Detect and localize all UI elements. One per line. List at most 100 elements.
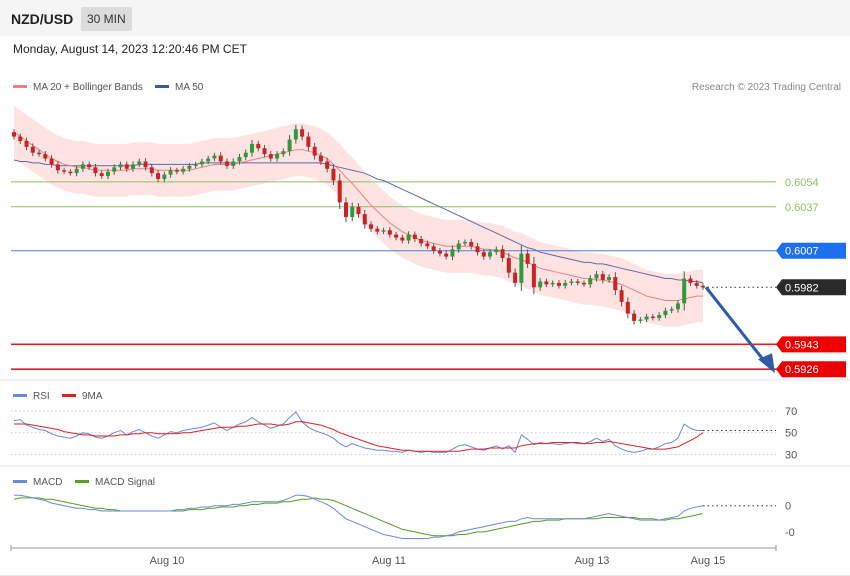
price-tag-label: 0.5926 <box>785 364 819 376</box>
candle-body <box>475 246 480 253</box>
candle-body <box>30 146 35 153</box>
rsi-panel: 70 50 30 <box>11 406 797 462</box>
candle-body <box>218 155 223 162</box>
candle-body <box>394 234 399 238</box>
candle-body <box>243 152 248 158</box>
candle-body <box>199 161 204 165</box>
x-tick-label: Aug 11 <box>372 555 406 567</box>
candle-body <box>49 158 54 165</box>
candle-body <box>675 303 680 310</box>
candle-body <box>356 206 361 215</box>
candle-body <box>237 157 242 162</box>
candle-body <box>343 202 348 218</box>
candle-body <box>638 319 643 321</box>
candle-body <box>325 161 330 169</box>
forecast-arrow-shaft <box>704 286 768 365</box>
chart-header: NZD/USD 30 MIN <box>0 0 850 36</box>
candle-body <box>369 224 374 229</box>
candle-body <box>362 214 367 225</box>
legend-label-rsi-ma: 9MA <box>82 391 103 402</box>
candle-body <box>137 161 142 165</box>
candle-body <box>513 272 518 283</box>
legend-swatch-rsi <box>13 394 27 397</box>
candle-body <box>306 136 311 147</box>
candle-body <box>657 315 662 319</box>
price-panel: 0.6054 0.6037 0.6007 0.5982 0.5943 0.5926 <box>11 105 846 378</box>
candle-body <box>187 165 192 169</box>
macd-legend: MACD MACD Signal <box>13 477 155 488</box>
forecast-arrow-head <box>758 353 775 374</box>
candle-body <box>488 252 493 257</box>
candle-body <box>701 285 705 288</box>
price-tag-pivot <box>776 242 846 259</box>
candle-body <box>256 143 261 149</box>
legend-swatch-ma20 <box>13 85 27 88</box>
candle-body <box>149 167 154 174</box>
rsi-ma-line <box>14 421 704 452</box>
candle-body <box>24 140 29 147</box>
legend-swatch-macd-signal <box>75 480 89 483</box>
candle-body <box>80 164 85 169</box>
candle-body <box>569 281 574 283</box>
candle-body <box>231 161 236 166</box>
candle-body <box>575 281 580 283</box>
legend-label-rsi: RSI <box>33 391 50 402</box>
chart-datetime: Monday, August 14, 2023 12:20:46 PM CET <box>13 42 247 56</box>
legend-label-macd-signal: MACD Signal <box>95 477 155 488</box>
candle-body <box>206 158 211 162</box>
price-tag-label: 0.6007 <box>785 246 819 258</box>
macd-tick-label: -0 <box>785 527 795 539</box>
candle-body <box>437 250 442 254</box>
legend-swatch-rsi-ma <box>62 394 76 397</box>
candle-body <box>412 234 417 239</box>
candle-body <box>588 278 593 285</box>
candle-body <box>663 310 668 316</box>
x-axis: Aug 10 Aug 11 Aug 13 Aug 15 <box>10 545 777 567</box>
candle-body <box>594 274 599 279</box>
symbol-label: NZD/USD <box>11 11 74 27</box>
candle-body <box>312 146 317 156</box>
candle-body <box>162 174 167 180</box>
candle-body <box>506 258 511 273</box>
candle-body <box>105 171 110 177</box>
candle-body <box>619 290 624 302</box>
macd-signal-line <box>13 497 704 537</box>
legend-swatch-ma50 <box>155 85 169 88</box>
candle-body <box>68 171 73 174</box>
candle-body <box>337 180 342 203</box>
candle-body <box>525 253 530 264</box>
candle-body <box>18 136 23 141</box>
candle-body <box>431 246 436 251</box>
candle-body <box>87 164 92 168</box>
macd-tick-label: 0 <box>785 501 791 513</box>
candle-body <box>74 168 79 174</box>
candle-body <box>262 148 267 155</box>
candle-body <box>531 263 536 288</box>
candle-body <box>625 301 630 314</box>
candle-body <box>550 282 555 285</box>
candle-body <box>168 170 173 175</box>
candle-body <box>419 239 424 244</box>
ma20-line <box>13 131 703 301</box>
candle-body <box>632 313 637 321</box>
candle-body <box>93 167 98 174</box>
candle-body <box>124 164 129 169</box>
candle-body <box>143 161 148 168</box>
candle-body <box>481 252 486 257</box>
candle-body <box>99 173 104 177</box>
timeframe-button[interactable]: 30 MIN <box>81 7 132 31</box>
price-tag-label: 0.6037 <box>785 202 819 214</box>
candle-body <box>112 167 117 172</box>
candle-body <box>375 228 380 232</box>
macd-line <box>14 494 704 539</box>
rsi-tick-label: 50 <box>785 428 797 440</box>
candle-body <box>694 282 699 286</box>
candle-body <box>300 129 305 137</box>
candle-body <box>494 249 499 253</box>
candle-body <box>55 164 60 171</box>
candle-body <box>600 274 605 280</box>
candle-body <box>425 243 430 247</box>
candle-body <box>456 243 461 250</box>
candle-body <box>462 241 467 244</box>
